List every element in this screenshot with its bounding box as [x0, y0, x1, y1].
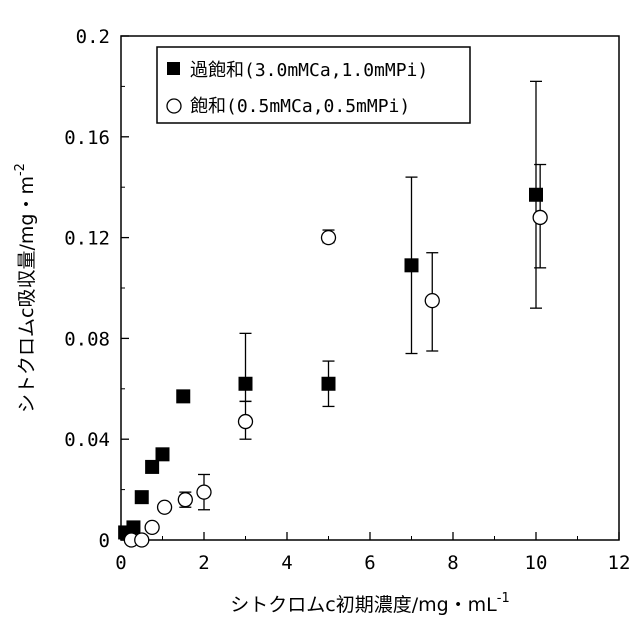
data-point-supersaturated [176, 389, 190, 403]
y-tick-label: 0 [99, 530, 110, 552]
legend: 過飽和(3.0mMCa,1.0mMPi) 飽和(0.5mMCa,0.5mMPi) [157, 47, 470, 123]
y-tick-label: 0.08 [64, 328, 110, 350]
y-tick-label: 0.12 [64, 228, 110, 250]
data-point-supersaturated [239, 377, 253, 391]
y-tick-label: 0.04 [64, 429, 110, 451]
x-axis-ticks: 0 2 4 6 8 10 12 [115, 532, 630, 574]
y-axis-title: シトクロムc吸収量/mg・m-2 [13, 163, 38, 413]
x-tick-label: 2 [198, 552, 209, 574]
data-point-saturated [145, 520, 159, 534]
error-bars [179, 81, 546, 509]
y-axis-ticks: 0 0.04 0.08 0.12 0.16 0.2 [64, 26, 129, 552]
data-point-saturated [135, 533, 149, 547]
data-point-saturated [178, 493, 192, 507]
data-point-saturated [197, 485, 211, 499]
x-tick-label: 4 [281, 552, 292, 574]
y-tick-label: 0.16 [64, 127, 110, 149]
data-point-supersaturated [322, 377, 336, 391]
legend-marker-saturated [167, 99, 181, 113]
legend-marker-supersaturated [167, 62, 180, 75]
x-axis-title-exponent: -1 [497, 591, 510, 606]
x-tick-label: 0 [115, 552, 126, 574]
data-point-supersaturated [529, 188, 543, 202]
data-point-supersaturated [126, 520, 140, 534]
data-point-saturated [322, 231, 336, 245]
data-point-saturated [533, 210, 547, 224]
data-point-supersaturated [135, 490, 149, 504]
data-point-saturated [158, 500, 172, 514]
data-point-saturated [425, 294, 439, 308]
x-axis-title: シトクロムc初期濃度/mg・mL-1 [230, 591, 509, 616]
data-markers [118, 188, 547, 547]
legend-label-saturated: 飽和(0.5mMCa,0.5mMPi) [190, 96, 410, 117]
x-tick-label: 8 [447, 552, 458, 574]
data-point-supersaturated [405, 258, 419, 272]
y-tick-label: 0.2 [76, 26, 110, 48]
legend-label-supersaturated: 過飽和(3.0mMCa,1.0mMPi) [190, 60, 428, 81]
x-tick-label: 12 [608, 552, 631, 574]
data-point-saturated [239, 415, 253, 429]
data-point-supersaturated [145, 460, 159, 474]
y-axis-title-exponent: -2 [13, 163, 28, 176]
data-point-supersaturated [156, 447, 170, 461]
x-tick-label: 10 [525, 552, 548, 574]
x-tick-label: 6 [364, 552, 375, 574]
